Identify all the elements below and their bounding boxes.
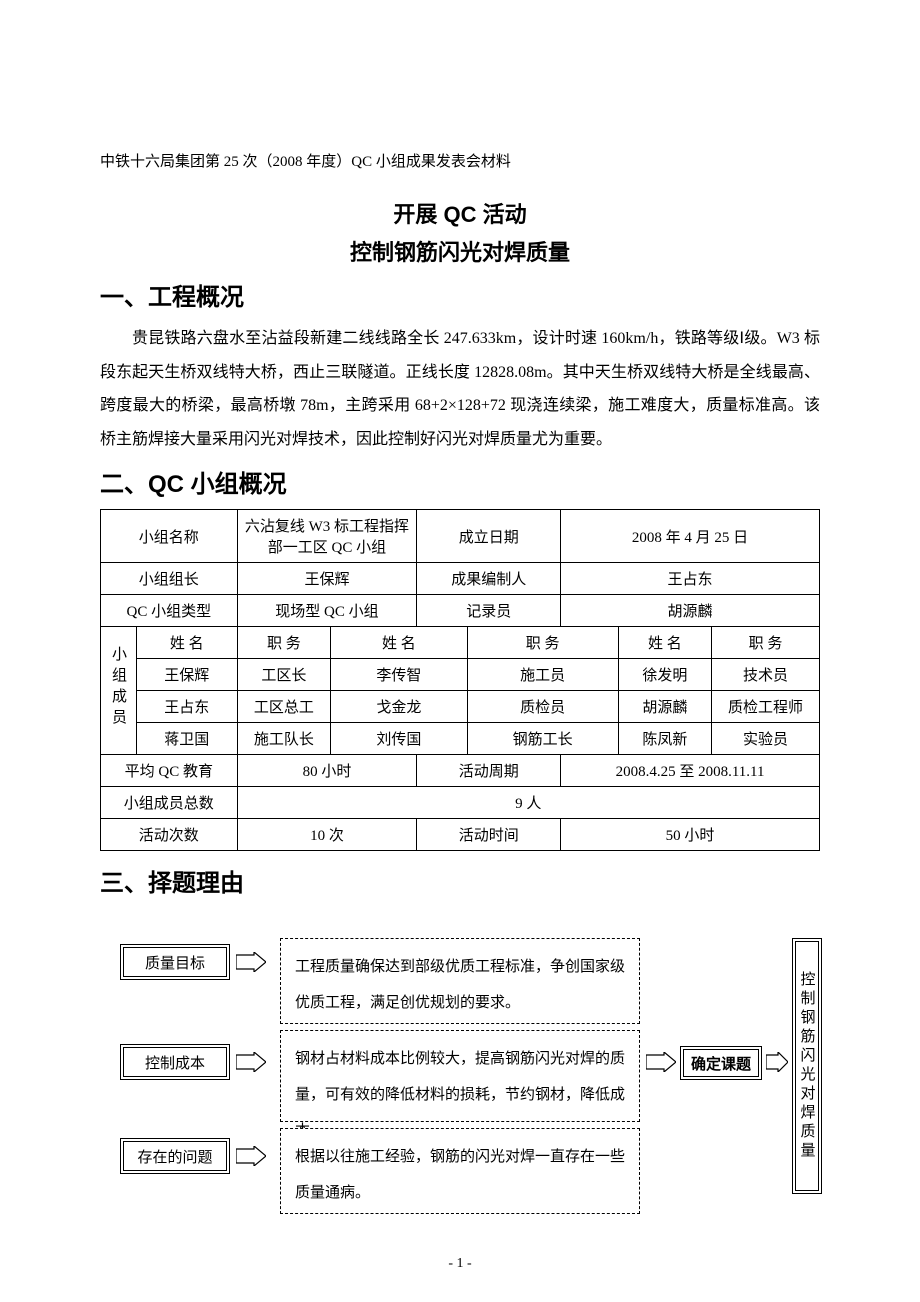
reason-text-1: 工程质量确保达到部级优质工程标准，争创国家级优质工程，满足创优规划的要求。 — [280, 938, 640, 1024]
cell-value: 李传智 — [331, 659, 468, 691]
cell-label: 小组名称 — [101, 510, 238, 563]
table-row: 小组成员总数 9 人 — [101, 787, 820, 819]
qc-table: 小组名称 六沾复线 W3 标工程指挥部一工区 QC 小组 成立日期 2008 年… — [100, 509, 820, 851]
cell-header: 姓 名 — [618, 627, 711, 659]
table-row: 蒋卫国 施工队长 刘传国 钢筋工长 陈凤新 实验员 — [101, 723, 820, 755]
cell-value: 工区总工 — [237, 691, 330, 723]
cell-value: 陈凤新 — [618, 723, 711, 755]
section-2-heading: 二、QC 小组概况 — [100, 464, 820, 499]
box-label: 确定课题 — [691, 1053, 751, 1074]
cell-header: 职 务 — [467, 627, 618, 659]
cell-label: 成果编制人 — [417, 563, 561, 595]
title-block: 开展 QC 活动 控制钢筋闪光对焊质量 — [100, 197, 820, 267]
cell-value: 2008 年 4 月 25 日 — [561, 510, 820, 563]
cell-value: 9 人 — [237, 787, 819, 819]
arrow-icon — [766, 1052, 788, 1072]
cell-value: 工区长 — [237, 659, 330, 691]
table-row: 小组成员 姓 名 职 务 姓 名 职 务 姓 名 职 务 — [101, 627, 820, 659]
cell-value: 10 次 — [237, 819, 417, 851]
table-row: 活动次数 10 次 活动时间 50 小时 — [101, 819, 820, 851]
title-line1: 开展 QC 活动 — [100, 197, 820, 229]
box-topic: 控制钢筋闪光对焊质量 — [792, 938, 822, 1194]
table-row: 平均 QC 教育 80 小时 活动周期 2008.4.25 至 2008.11.… — [101, 755, 820, 787]
cell-value: 王保辉 — [237, 563, 417, 595]
box-quality-goal: 质量目标 — [120, 944, 230, 980]
box-label: 控制钢筋闪光对焊质量 — [797, 971, 818, 1161]
cell-value: 2008.4.25 至 2008.11.11 — [561, 755, 820, 787]
table-row: 小组名称 六沾复线 W3 标工程指挥部一工区 QC 小组 成立日期 2008 年… — [101, 510, 820, 563]
cell-value: 50 小时 — [561, 819, 820, 851]
reason-text-3: 根据以往施工经验，钢筋的闪光对焊一直存在一些质量通病。 — [280, 1128, 640, 1214]
cell-value: 王占东 — [561, 563, 820, 595]
section-3-heading: 三、择题理由 — [100, 863, 820, 898]
table-row: 小组组长 王保辉 成果编制人 王占东 — [101, 563, 820, 595]
cell-header: 姓 名 — [331, 627, 468, 659]
cell-value: 胡源麟 — [561, 595, 820, 627]
cell-label: 小组成员总数 — [101, 787, 238, 819]
cell-label: 小组组长 — [101, 563, 238, 595]
cell-label: 成立日期 — [417, 510, 561, 563]
title-line2: 控制钢筋闪光对焊质量 — [100, 235, 820, 267]
cell-members-label: 小组成员 — [101, 627, 137, 755]
cell-value: 王占东 — [136, 691, 237, 723]
table-row: QC 小组类型 现场型 QC 小组 记录员 胡源麟 — [101, 595, 820, 627]
cell-header: 职 务 — [712, 627, 820, 659]
reason-diagram: 质量目标 控制成本 存在的问题 工程质量确保达到部级优质工程标准，争创国家级优质… — [100, 938, 820, 1238]
cell-value: 王保辉 — [136, 659, 237, 691]
cell-value: 戈金龙 — [331, 691, 468, 723]
table-row: 王占东 工区总工 戈金龙 质检员 胡源麟 质检工程师 — [101, 691, 820, 723]
cell-value: 技术员 — [712, 659, 820, 691]
cell-value: 施工员 — [467, 659, 618, 691]
cell-value: 现场型 QC 小组 — [237, 595, 417, 627]
box-label: 质量目标 — [145, 952, 205, 973]
cell-value: 六沾复线 W3 标工程指挥部一工区 QC 小组 — [237, 510, 417, 563]
cell-value: 实验员 — [712, 723, 820, 755]
pre-header: 中铁十六局集团第 25 次（2008 年度）QC 小组成果发表会材料 — [100, 150, 820, 171]
table-row: 王保辉 工区长 李传智 施工员 徐发明 技术员 — [101, 659, 820, 691]
cell-value: 刘传国 — [331, 723, 468, 755]
cell-label: 活动次数 — [101, 819, 238, 851]
cell-value: 80 小时 — [237, 755, 417, 787]
cell-label: 记录员 — [417, 595, 561, 627]
cell-label: 平均 QC 教育 — [101, 755, 238, 787]
arrow-icon — [646, 1052, 676, 1072]
cell-label: 活动时间 — [417, 819, 561, 851]
box-label: 存在的问题 — [137, 1146, 212, 1167]
cell-value: 质检员 — [467, 691, 618, 723]
cell-header: 职 务 — [237, 627, 330, 659]
reason-text-2: 钢材占材料成本比例较大，提高钢筋闪光对焊的质量，可有效的降低材料的损耗，节约钢材… — [280, 1030, 640, 1122]
arrow-icon — [236, 1052, 266, 1072]
arrow-icon — [236, 952, 266, 972]
box-label: 控制成本 — [145, 1052, 205, 1073]
document-page: 中铁十六局集团第 25 次（2008 年度）QC 小组成果发表会材料 开展 QC… — [0, 0, 920, 1302]
arrow-icon — [236, 1146, 266, 1166]
cell-value: 蒋卫国 — [136, 723, 237, 755]
cell-value: 钢筋工长 — [467, 723, 618, 755]
box-cost-control: 控制成本 — [120, 1044, 230, 1080]
cell-header: 姓 名 — [136, 627, 237, 659]
page-number: - 1 - — [0, 1256, 920, 1272]
overview-paragraph: 贵昆铁路六盘水至沾益段新建二线线路全长 247.633km，设计时速 160km… — [100, 322, 820, 456]
cell-value: 徐发明 — [618, 659, 711, 691]
cell-value: 质检工程师 — [712, 691, 820, 723]
box-decide: 确定课题 — [680, 1046, 762, 1080]
cell-label: QC 小组类型 — [101, 595, 238, 627]
box-problem: 存在的问题 — [120, 1138, 230, 1174]
cell-value: 施工队长 — [237, 723, 330, 755]
section-1-heading: 一、工程概况 — [100, 277, 820, 312]
cell-value: 胡源麟 — [618, 691, 711, 723]
cell-label: 活动周期 — [417, 755, 561, 787]
